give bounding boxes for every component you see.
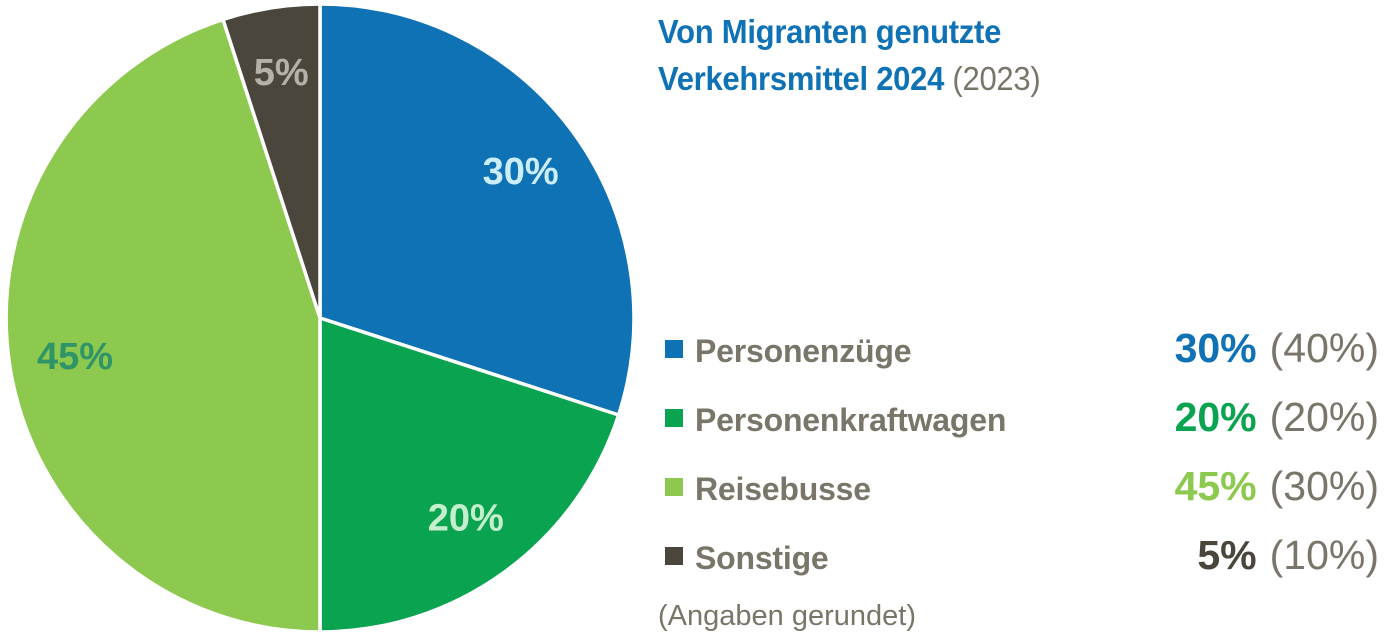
chart-title-line2: Verkehrsmittel 2024 (2023) [658, 55, 1335, 102]
legend-row-personenzuege: Personenzüge 30% (40%) [660, 325, 1379, 372]
legend-label-reisebusse: Reisebusse [695, 471, 871, 507]
legend-label-sonstige: Sonstige [695, 540, 829, 576]
chart-title-line1: Von Migranten genutzte [658, 8, 1335, 55]
chart-title-previous-year: (2023) [952, 60, 1041, 97]
pie-slice-3 [4, 17, 322, 634]
legend-swatch-personenzuege [665, 339, 683, 358]
pie-chart: 30% 20% 45% 5% [4, 2, 636, 634]
pie-slice-label-2: 20% [428, 498, 504, 540]
legend-value-2024-reisebusse: 45% [1174, 463, 1257, 509]
pie-slice-label-4: 5% [254, 52, 309, 94]
chart-title: Von Migranten genutzte Verkehrsmittel 20… [658, 8, 1335, 102]
legend-row-reisebusse: Reisebusse 45% (30%) [660, 463, 1379, 510]
legend-value-2024-sonstige: 5% [1197, 532, 1257, 578]
legend-value-2023-personenkraftwagen: (20%) [1269, 394, 1379, 440]
legend-value-2024-personenzuege: 30% [1174, 325, 1257, 371]
legend-row-personenkraftwagen: Personenkraftwagen 20% (20%) [660, 394, 1379, 441]
legend-label-personenkraftwagen: Personenkraftwagen [695, 402, 1007, 438]
legend-swatch-sonstige [665, 546, 683, 565]
chart-title-text-line2: Verkehrsmittel 2024 [658, 60, 945, 97]
legend-swatch-reisebusse [665, 477, 683, 496]
pie-slice-4 [221, 2, 322, 320]
pie-slice-label-3: 45% [37, 336, 113, 378]
legend-value-2023-reisebusse: (30%) [1269, 463, 1379, 509]
pie-slice-2 [318, 316, 621, 634]
legend-label-personenzuege: Personenzüge [695, 333, 912, 369]
pie-slice-1 [318, 2, 636, 417]
legend-value-2023-personenzuege: (40%) [1269, 325, 1379, 371]
chart-title-text-line1: Von Migranten genutzte [658, 13, 1002, 50]
footnote: (Angaben gerundet) [658, 600, 916, 632]
legend-value-2024-personenkraftwagen: 20% [1174, 394, 1257, 440]
legend-swatch-personenkraftwagen [665, 408, 683, 427]
legend-row-sonstige: Sonstige 5% (10%) [660, 532, 1379, 579]
legend-value-2023-sonstige: (10%) [1269, 532, 1379, 578]
pie-slice-label-1: 30% [483, 151, 559, 193]
